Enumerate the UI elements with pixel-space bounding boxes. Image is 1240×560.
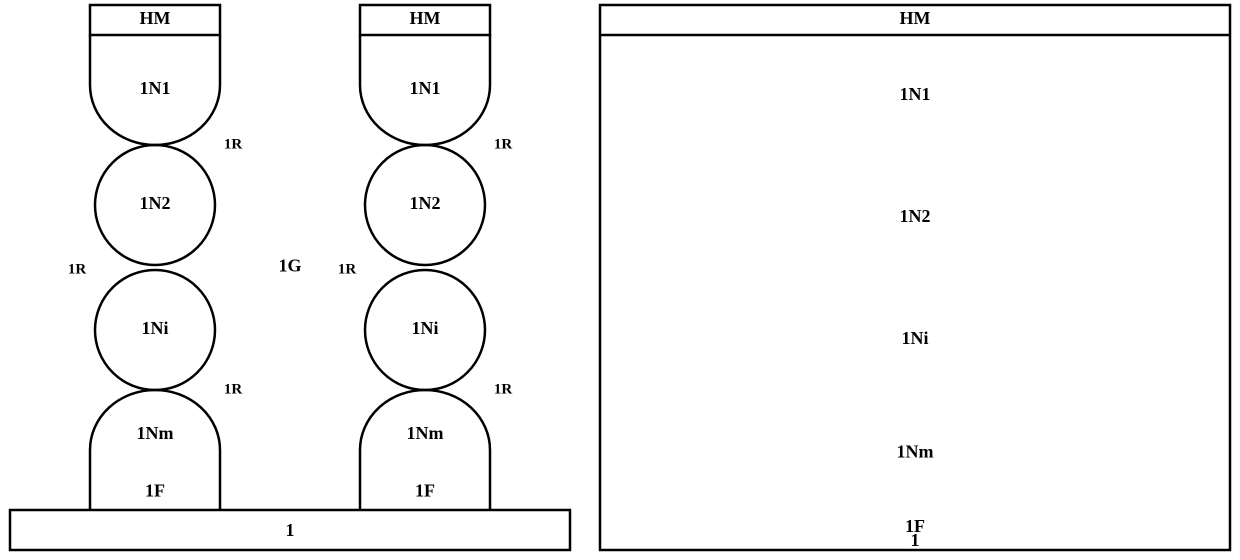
col0-1ni-label: 1Ni: [142, 318, 169, 338]
right-1-label: 1: [911, 530, 920, 550]
col0-hm-label: HM: [140, 8, 171, 28]
col0-1n1-label: 1N1: [140, 78, 171, 98]
col1-1n2-label: 1N2: [410, 193, 441, 213]
right-Ni-label: 1Ni: [902, 328, 929, 348]
col1-1r-1: 1R: [338, 261, 357, 277]
col0-1r-2: 1R: [224, 381, 243, 397]
col1-1r-0: 1R: [494, 136, 513, 152]
col1-1ni-label: 1Ni: [412, 318, 439, 338]
col0-1nm-label: 1Nm: [137, 423, 174, 443]
col0-1n2-label: 1N2: [140, 193, 171, 213]
left-1-label: 1: [286, 520, 295, 540]
right-Nm-label: 1Nm: [897, 442, 934, 462]
right-hm-label: HM: [900, 8, 931, 28]
col1-1n1-label: 1N1: [410, 78, 441, 98]
col1-1nm-label: 1Nm: [407, 423, 444, 443]
col0-1r-1: 1R: [68, 261, 87, 277]
col0-1f-label: 1F: [145, 481, 165, 501]
col0-1r-0: 1R: [224, 136, 243, 152]
left-1g-label: 1G: [278, 256, 301, 276]
col1-1f-label: 1F: [415, 481, 435, 501]
right-N2-label: 1N2: [900, 206, 931, 226]
col1-1r-2: 1R: [494, 381, 513, 397]
col1-hm-label: HM: [410, 8, 441, 28]
right-N1-label: 1N1: [900, 84, 931, 104]
